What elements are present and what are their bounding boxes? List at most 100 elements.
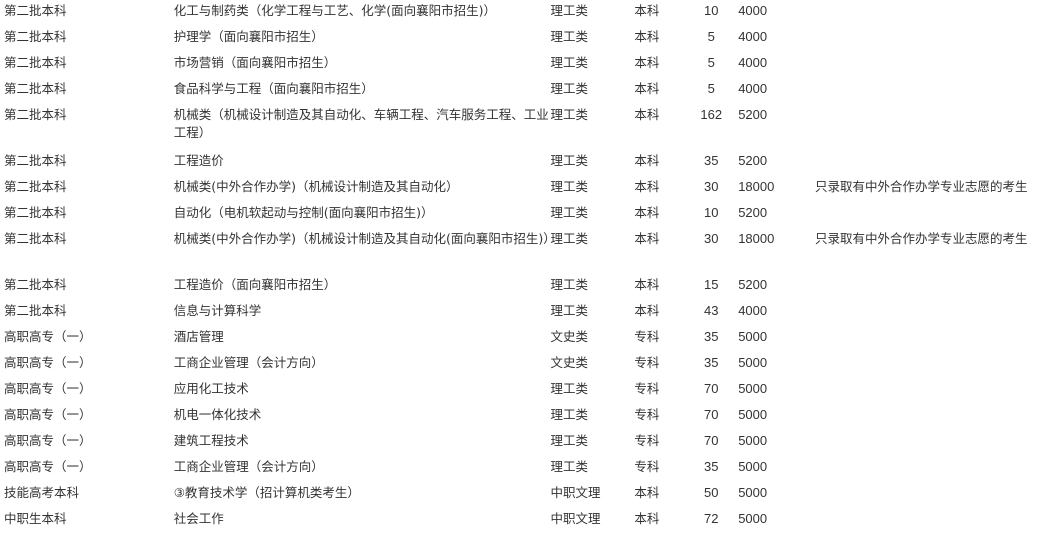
table-row: 第二批本科 机械类(中外合作办学)（机械设计制造及其自动化(面向襄阳市招生)） 理工…	[0, 230, 1055, 276]
fee-cell: 5000	[738, 433, 768, 448]
major-cell: 化工与制药类（化学工程与工艺、化学(面向襄阳市招生)）	[173, 3, 496, 18]
fee-cell: 18000	[738, 179, 775, 194]
note-cell	[815, 354, 1055, 380]
quota-cell: 5	[707, 81, 715, 96]
category-cell: 理工类	[550, 381, 589, 396]
category-cell: 中职文理	[550, 485, 601, 500]
major-cell: 市场营销（面向襄阳市招生）	[173, 55, 337, 70]
batch-cell: 第二批本科	[4, 3, 67, 18]
fee-cell: 5000	[738, 381, 768, 396]
quota-cell: 35	[704, 459, 719, 474]
major-cell: 机械类(中外合作办学)（机械设计制造及其自动化(面向襄阳市招生)）	[173, 231, 556, 246]
major-cell: 机械类（机械设计制造及其自动化、车辆工程、汽车服务工程、工业工程）	[173, 107, 549, 140]
quota-cell: 35	[704, 355, 719, 370]
note-cell	[815, 2, 1055, 28]
batch-cell: 第二批本科	[4, 179, 67, 194]
batch-cell: 高职高专（一）	[4, 433, 92, 448]
note-cell	[815, 106, 1055, 152]
fee-cell: 5000	[738, 407, 768, 422]
category-cell: 文史类	[550, 355, 589, 370]
batch-cell: 第二批本科	[4, 81, 67, 96]
batch-cell: 第二批本科	[4, 55, 67, 70]
note-cell	[815, 432, 1055, 458]
category-cell: 中职文理	[550, 511, 601, 526]
major-cell: 社会工作	[173, 511, 224, 526]
quota-cell: 10	[704, 3, 719, 18]
table-row: 第二批本科 化工与制药类（化学工程与工艺、化学(面向襄阳市招生)） 理工类 本科 10 4…	[0, 2, 1055, 28]
category-cell: 理工类	[550, 153, 589, 168]
table-row: 第二批本科 工程造价 理工类 本科 35 5200	[0, 152, 1055, 178]
batch-cell: 第二批本科	[4, 107, 67, 122]
table-row: 高职高专（一） 应用化工技术 理工类 专科 70 5000	[0, 380, 1055, 406]
note-cell	[815, 406, 1055, 432]
fee-cell: 4000	[738, 81, 768, 96]
fee-cell: 4000	[738, 29, 768, 44]
category-cell: 理工类	[550, 81, 589, 96]
fee-cell: 5000	[738, 355, 768, 370]
fee-cell: 18000	[738, 231, 775, 246]
level-cell: 专科	[634, 459, 660, 474]
category-cell: 理工类	[550, 55, 589, 70]
level-cell: 专科	[634, 381, 660, 396]
level-cell: 本科	[634, 277, 660, 292]
major-cell: 工商企业管理（会计方向）	[173, 459, 324, 474]
batch-cell: 高职高专（一）	[4, 381, 92, 396]
quota-cell: 43	[704, 303, 719, 318]
category-cell: 理工类	[550, 3, 589, 18]
note-cell	[815, 28, 1055, 54]
fee-cell: 5000	[738, 329, 768, 344]
batch-cell: 中职生本科	[4, 511, 67, 526]
quota-cell: 35	[704, 329, 719, 344]
category-cell: 理工类	[550, 433, 589, 448]
fee-cell: 5200	[738, 205, 768, 220]
category-cell: 理工类	[550, 407, 589, 422]
fee-cell: 4000	[738, 3, 768, 18]
fee-cell: 5200	[738, 107, 768, 122]
note-cell	[815, 458, 1055, 484]
category-cell: 理工类	[550, 231, 589, 246]
table-row: 高职高专（一） 工商企业管理（会计方向） 理工类 专科 35 5000	[0, 458, 1055, 484]
fee-cell: 4000	[738, 303, 768, 318]
note-cell	[815, 380, 1055, 406]
category-cell: 理工类	[550, 277, 589, 292]
major-cell: 工程造价	[173, 153, 224, 168]
major-cell: 机电一体化技术	[173, 407, 262, 422]
quota-cell: 70	[704, 433, 719, 448]
major-cell: 自动化（电机软起动与控制(面向襄阳市招生)）	[173, 205, 434, 220]
batch-cell: 技能高考本科	[4, 485, 80, 500]
quota-cell: 30	[704, 179, 719, 194]
note-cell	[815, 204, 1055, 230]
batch-cell: 第二批本科	[4, 153, 67, 168]
note-cell: 只录取有中外合作办学专业志愿的考生	[815, 179, 1028, 194]
level-cell: 专科	[634, 407, 660, 422]
table-row: 高职高专（一） 工商企业管理（会计方向） 文史类 专科 35 5000	[0, 354, 1055, 380]
level-cell: 本科	[634, 153, 660, 168]
level-cell: 本科	[634, 179, 660, 194]
major-cell: 食品科学与工程（面向襄阳市招生）	[173, 81, 374, 96]
note-cell	[815, 80, 1055, 106]
category-cell: 理工类	[550, 29, 589, 44]
quota-cell: 10	[704, 205, 719, 220]
note-cell	[815, 328, 1055, 354]
level-cell: 本科	[634, 3, 660, 18]
table-row: 第二批本科 机械类（机械设计制造及其自动化、车辆工程、汽车服务工程、工业工程） 理工…	[0, 106, 1055, 152]
table-row: 第二批本科 自动化（电机软起动与控制(面向襄阳市招生)） 理工类 本科 10 5200	[0, 204, 1055, 230]
batch-cell: 第二批本科	[4, 277, 67, 292]
level-cell: 本科	[634, 107, 660, 122]
major-cell: ③教育技术学（招计算机类考生）	[173, 485, 360, 500]
table-row: 高职高专（一） 机电一体化技术 理工类 专科 70 5000	[0, 406, 1055, 432]
table-row: 第二批本科 护理学（面向襄阳市招生） 理工类 本科 5 4000	[0, 28, 1055, 54]
major-cell: 应用化工技术	[173, 381, 249, 396]
fee-cell: 5000	[738, 511, 768, 526]
level-cell: 本科	[634, 303, 660, 318]
note-cell	[815, 276, 1055, 302]
level-cell: 本科	[634, 81, 660, 96]
batch-cell: 高职高专（一）	[4, 329, 92, 344]
category-cell: 理工类	[550, 303, 589, 318]
major-cell: 信息与计算科学	[173, 303, 262, 318]
note-cell	[815, 152, 1055, 178]
category-cell: 理工类	[550, 459, 589, 474]
quota-cell: 50	[704, 485, 719, 500]
